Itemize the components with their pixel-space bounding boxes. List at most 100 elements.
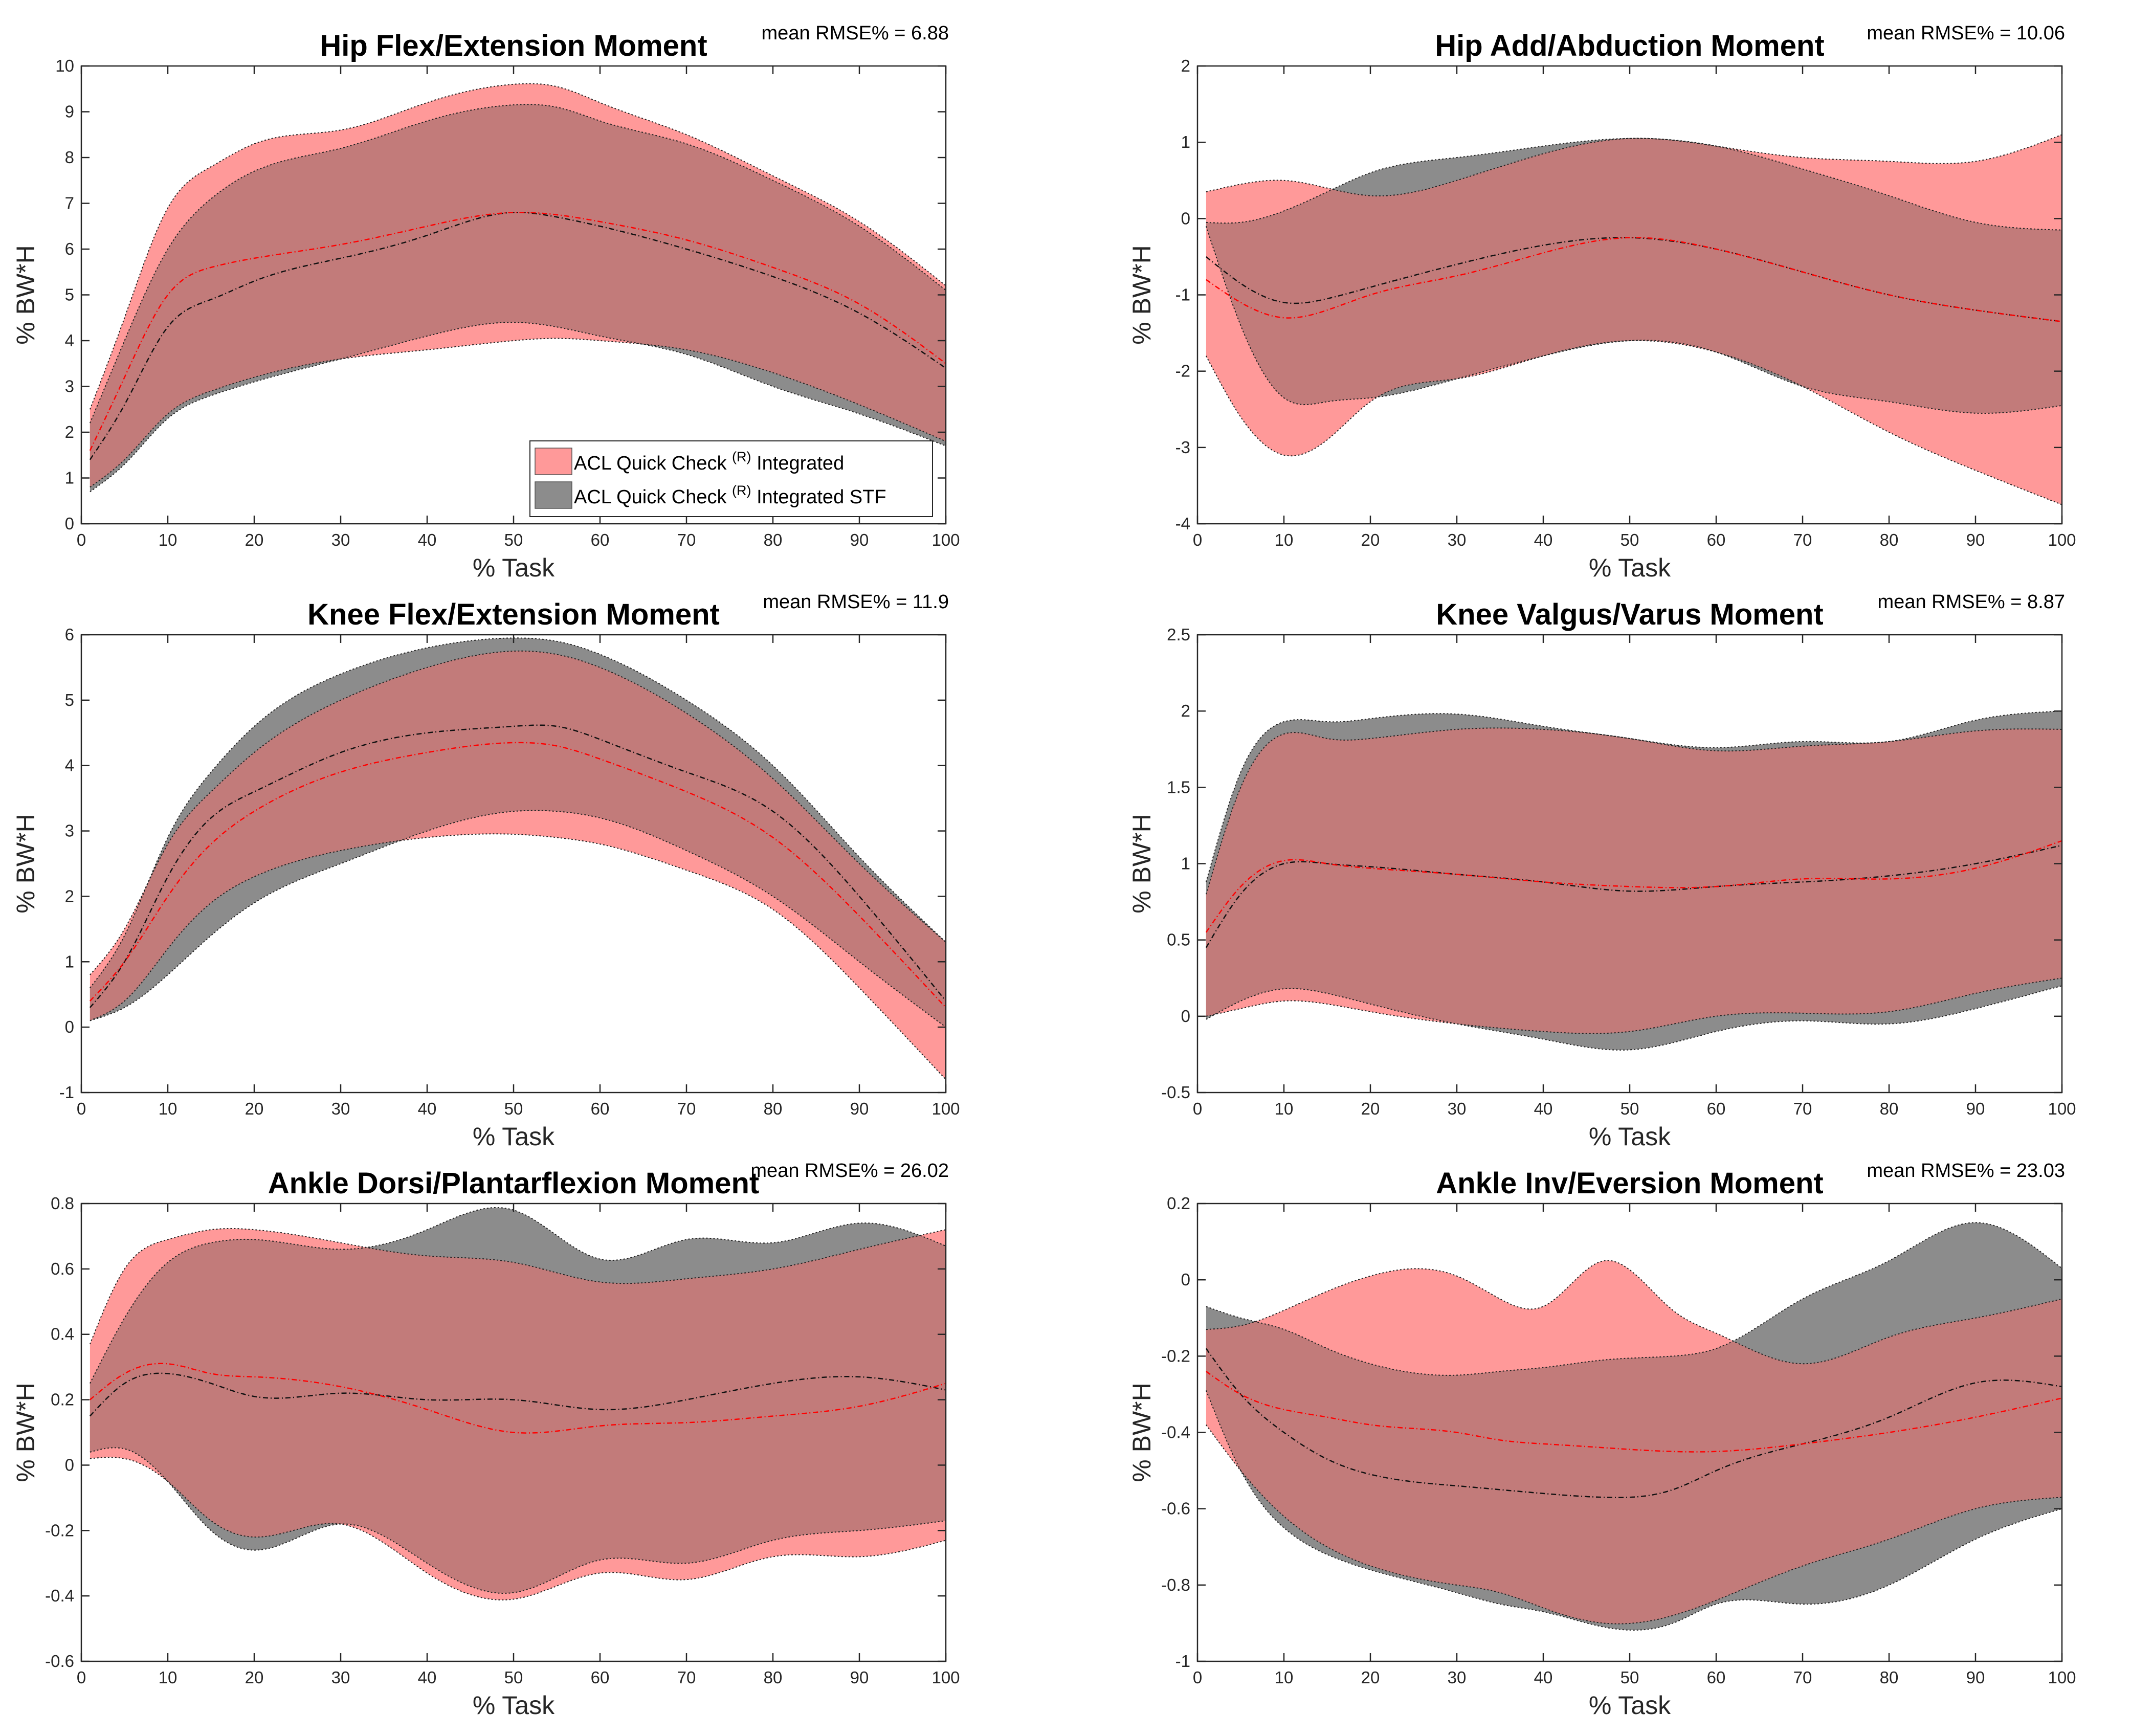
rmse-label: mean RMSE% = 23.03: [1867, 1160, 2065, 1182]
y-tick-label: -1: [59, 1083, 74, 1102]
x-tick-label: 70: [1793, 530, 1812, 549]
integrated-stf-band-upper-edge: [89, 104, 946, 424]
y-tick-label: 2: [65, 422, 74, 441]
y-tick-label: 8: [65, 148, 74, 167]
x-axis-label: % Task: [473, 553, 555, 582]
overlap-band: [1206, 138, 2062, 414]
y-tick-label: 0.2: [51, 1390, 74, 1409]
y-tick-label: 0: [65, 1455, 74, 1474]
x-tick-label: 60: [1707, 1668, 1726, 1687]
y-tick-label: 0.2: [1167, 1194, 1190, 1213]
chart-title: Knee Valgus/Varus Moment: [1436, 598, 1823, 631]
y-tick-label: 2: [65, 886, 74, 905]
x-axis-label: % Task: [1589, 1691, 1671, 1720]
integrated-band-lower-edge: [90, 833, 946, 1080]
y-axis-label: % BW*H: [11, 245, 40, 344]
x-tick-label: 80: [1880, 1668, 1899, 1687]
integrated-stf-mean-line: [1205, 844, 2062, 948]
y-tick-label: 0: [65, 1017, 74, 1036]
rmse-label: mean RMSE% = 8.87: [1878, 591, 2065, 613]
x-tick-label: 80: [764, 1668, 783, 1687]
y-tick-label: 2: [1181, 701, 1190, 720]
x-tick-label: 20: [245, 530, 264, 549]
x-tick-label: 30: [331, 1668, 350, 1687]
legend: ACL Quick Check (R) Integrated ACL Quick …: [529, 440, 933, 517]
integrated-stf-band-upper-edge: [1206, 138, 2062, 231]
y-axis-label: % BW*H: [1127, 1383, 1156, 1482]
x-tick-label: 100: [2048, 1099, 2076, 1118]
x-tick-label: 80: [1880, 1099, 1899, 1118]
x-tick-label: 20: [1361, 1099, 1380, 1118]
x-tick-label: 10: [159, 1099, 177, 1118]
y-tick-label: -0.5: [1161, 1083, 1190, 1102]
x-tick-label: 50: [504, 1668, 523, 1687]
overlap-band: [1206, 1299, 2062, 1624]
y-tick-label: 6: [65, 239, 74, 258]
y-tick-label: 3: [65, 821, 74, 840]
x-tick-label: 30: [1448, 530, 1467, 549]
y-tick-label: -2: [1175, 362, 1190, 381]
y-tick-label: -4: [1175, 514, 1190, 533]
integrated-mean-line: [90, 1363, 946, 1434]
y-tick-label: 0: [1181, 1007, 1190, 1026]
chart-title: Ankle Dorsi/Plantarflexion Moment: [268, 1167, 759, 1200]
y-tick-label: 1.5: [1167, 777, 1190, 796]
integrated-stf-band-upper-edge: [1206, 1222, 2062, 1376]
subplot-1: 0 10 20 30 40 50 60 70 80 90 100 0 1 2 3 4 5 6 7 8 9 10 Hip Fl…: [11, 23, 960, 582]
y-tick-label: 10: [55, 56, 74, 75]
integrated-stf-band-lower-edge: [1205, 226, 2062, 414]
y-tick-label: 0: [1181, 1270, 1190, 1289]
integrated-stf-mean-line: [89, 724, 946, 1008]
x-tick-label: 70: [1793, 1099, 1812, 1118]
y-tick-label: -1: [1175, 1652, 1190, 1671]
x-tick-label: 70: [677, 1099, 696, 1118]
y-tick-label: 4: [65, 756, 74, 775]
y-tick-label: 3: [65, 377, 74, 396]
x-tick-label: 60: [1707, 530, 1726, 549]
y-axis-label: % BW*H: [11, 1383, 40, 1482]
integrated-stf-band-lower-edge: [90, 810, 946, 1028]
y-tick-label: 4: [65, 331, 74, 350]
chart-title: Hip Add/Abduction Moment: [1435, 29, 1824, 62]
x-tick-label: 0: [77, 1668, 86, 1687]
integrated-stf-mean-line: [1205, 1348, 2062, 1498]
x-tick-label: 20: [1361, 1668, 1380, 1687]
x-tick-label: 50: [1621, 1099, 1639, 1118]
y-tick-label: 0.5: [1167, 930, 1190, 949]
integrated-band-upper-edge: [89, 83, 946, 410]
x-tick-label: 10: [1275, 1668, 1294, 1687]
y-tick-label: 5: [65, 285, 74, 304]
x-tick-label: 60: [591, 1668, 610, 1687]
integrated-band-upper-edge: [1206, 1260, 2062, 1365]
integrated-mean-line: [89, 211, 946, 451]
integrated-stf-mean-line: [89, 1372, 946, 1417]
x-tick-label: 60: [591, 1099, 610, 1118]
y-tick-label: 1: [65, 469, 74, 487]
x-axis-label: % Task: [473, 1691, 555, 1720]
x-axis-label: % Task: [1589, 553, 1671, 582]
x-tick-label: 20: [1361, 530, 1380, 549]
y-tick-label: 0: [1181, 209, 1190, 228]
chart-title: Knee Flex/Extension Moment: [307, 598, 720, 631]
x-tick-label: 90: [1966, 1099, 1985, 1118]
y-tick-label: 5: [65, 691, 74, 709]
rmse-label: mean RMSE% = 10.06: [1867, 23, 2065, 44]
x-tick-label: 0: [1193, 530, 1202, 549]
x-tick-label: 0: [77, 1099, 86, 1118]
y-axis-label: % BW*H: [1127, 814, 1156, 913]
y-tick-label: -0.2: [45, 1521, 74, 1540]
y-tick-label: -0.8: [1161, 1575, 1190, 1594]
x-tick-label: 80: [764, 1099, 783, 1118]
x-axis-label: % Task: [1589, 1122, 1671, 1151]
x-tick-label: 60: [1707, 1099, 1726, 1118]
overlap-band: [1206, 728, 2062, 1034]
integrated-band-lower-edge: [90, 1457, 946, 1601]
x-tick-label: 90: [1966, 530, 1985, 549]
y-tick-label: -0.6: [1161, 1499, 1190, 1518]
x-tick-label: 10: [1275, 1099, 1294, 1118]
integrated-band-upper-edge: [1206, 134, 2062, 197]
x-tick-label: 50: [1621, 1668, 1639, 1687]
x-tick-label: 30: [1448, 1668, 1467, 1687]
